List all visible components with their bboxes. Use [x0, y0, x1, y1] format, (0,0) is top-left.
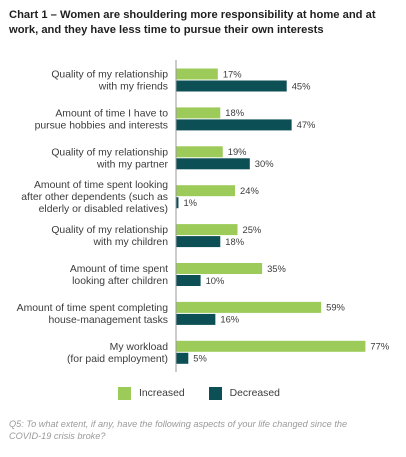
value-label-increased: 18% — [225, 107, 244, 118]
category-label: Quality of my relationship with my friend… — [51, 70, 168, 93]
value-label-increased: 17% — [223, 68, 242, 79]
bar-decreased — [176, 158, 250, 170]
bar-decreased — [176, 80, 287, 92]
value-label-increased: 24% — [240, 185, 259, 196]
bars — [176, 68, 366, 364]
value-label-increased: 35% — [267, 263, 286, 274]
bar-decreased — [176, 119, 292, 131]
legend-label-decreased: Decreased — [229, 387, 280, 399]
value-label-increased: 25% — [243, 224, 262, 235]
bar-decreased — [176, 275, 201, 286]
bar-decreased — [176, 313, 216, 325]
value-label-increased: 19% — [228, 146, 247, 157]
bar-increased — [176, 68, 218, 80]
value-labels: 17%45%18%47%19%30%24%1%25%18%35%10%59%16… — [183, 68, 389, 363]
legend: Increased Decreased — [118, 386, 304, 400]
value-label-decreased: 10% — [206, 275, 225, 286]
category-label: My workload (for paid employment) — [67, 342, 168, 365]
bar-increased — [176, 107, 221, 119]
bar-decreased — [176, 352, 189, 364]
value-label-decreased: 30% — [255, 158, 274, 169]
category-label: Quality of my relationship with my partne… — [51, 147, 168, 170]
category-label: Amount of time spent completing house-man… — [17, 303, 169, 326]
value-label-decreased: 16% — [220, 314, 239, 325]
bar-decreased — [176, 236, 221, 248]
legend-item-decreased: Decreased — [208, 386, 280, 400]
category-label: Amount of time spent looking after childr… — [70, 264, 168, 287]
bar-increased — [176, 263, 263, 274]
value-label-increased: 77% — [370, 341, 389, 352]
value-label-decreased: 18% — [225, 236, 244, 247]
category-label: Amount of time spent looking after other … — [21, 180, 168, 215]
legend-label-increased: Increased — [139, 387, 185, 399]
category-label: Quality of my relationship with my childr… — [51, 225, 168, 248]
bar-increased — [176, 340, 366, 352]
value-label-decreased: 5% — [193, 353, 207, 364]
chart-title: Chart 1 – Women are shouldering more res… — [9, 9, 376, 36]
bar-decreased — [176, 197, 179, 209]
bar-increased — [176, 146, 223, 158]
legend-item-increased: Increased — [118, 386, 185, 400]
source-note: Q5: To what extent, if any, have the fol… — [9, 419, 348, 441]
bar-increased — [176, 224, 238, 236]
value-label-decreased: 1% — [183, 197, 197, 208]
value-label-increased: 59% — [326, 302, 345, 313]
legend-swatch-increased — [118, 386, 131, 400]
bar-increased — [176, 301, 322, 313]
legend-swatch-decreased — [208, 386, 222, 400]
value-label-decreased: 47% — [297, 119, 316, 130]
category-label: Amount of time I have to pursue hobbies a… — [35, 108, 169, 131]
category-labels: Quality of my relationship with my friend… — [17, 70, 169, 365]
value-label-decreased: 45% — [292, 80, 311, 91]
bar-increased — [176, 185, 236, 197]
